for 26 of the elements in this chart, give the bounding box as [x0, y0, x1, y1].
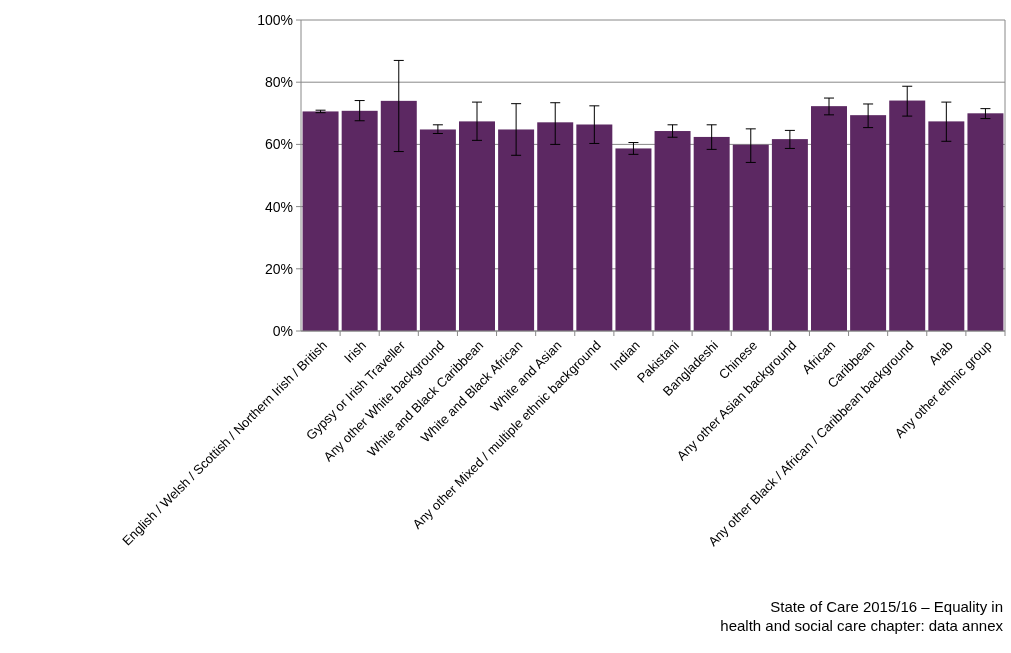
bar — [693, 136, 730, 331]
bar — [615, 148, 652, 331]
y-tick-label: 20% — [264, 260, 293, 277]
bar — [811, 106, 847, 331]
y-tick-label: 40% — [264, 198, 293, 215]
bar — [341, 110, 378, 331]
y-tick-label: 0% — [272, 322, 293, 339]
bar — [459, 121, 495, 331]
bar — [419, 129, 456, 331]
bar — [380, 100, 417, 331]
bar — [654, 131, 691, 331]
text: State of Care 2015/16 – Equality in health and social care chapter: data annex — [720, 598, 1004, 634]
bar — [967, 113, 1004, 331]
bar — [732, 144, 769, 331]
bar — [771, 139, 808, 331]
bar — [928, 121, 965, 331]
bar — [576, 124, 613, 331]
x-tick-label: Irish — [341, 337, 370, 366]
bar — [498, 129, 535, 331]
y-tick-label: 80% — [264, 74, 293, 91]
bar — [850, 115, 887, 331]
bar — [537, 122, 574, 331]
y-tick-label: 100% — [257, 11, 293, 28]
y-tick-label: 60% — [264, 136, 293, 153]
bar — [889, 100, 926, 331]
bar — [302, 111, 339, 331]
